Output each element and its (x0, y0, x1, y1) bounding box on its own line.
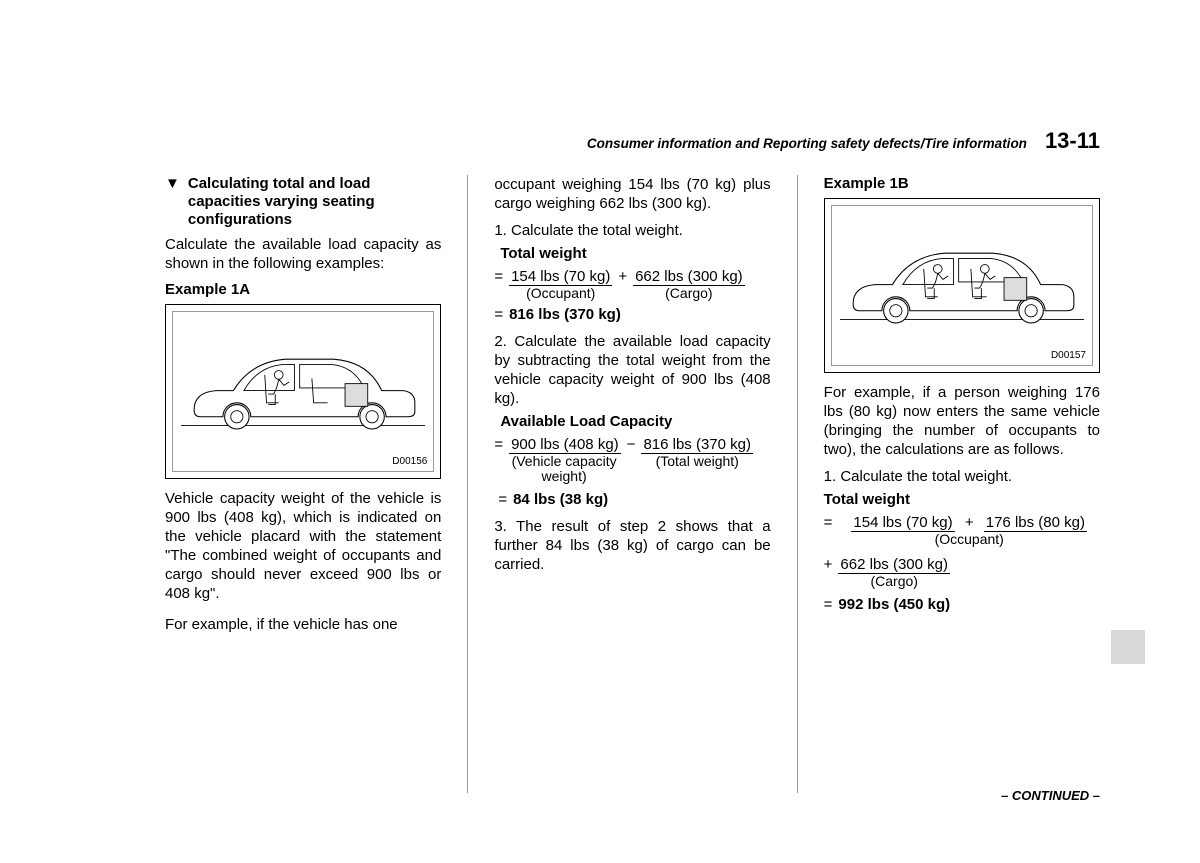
column-separator-1 (467, 175, 468, 793)
tw-occupant-lbl: (Occupant) (509, 286, 612, 301)
col2-total-weight-label: Total weight (494, 244, 770, 263)
figure-1b-code: D00157 (1051, 350, 1086, 361)
c3-tw-result-eq: = (824, 595, 833, 614)
page: Consumer information and Reporting safet… (0, 0, 1200, 863)
c3-tw-c: 662 lbs (300 kg) (838, 556, 950, 574)
alc-minus: − (627, 435, 636, 454)
c3-tw-ab-lbl: (Occupant) (838, 532, 1100, 547)
tw-occupant-val: 154 lbs (70 kg) (509, 268, 612, 286)
alc-total-lbl: (Total weight) (641, 454, 753, 469)
c3-tw-eq: = (824, 513, 833, 532)
tw-plus: + (618, 267, 627, 286)
column-separator-2 (797, 175, 798, 793)
col2-step2: 2. Calculate the available load capacity… (494, 332, 770, 408)
tw-result-eq: = (494, 305, 503, 324)
section-title: Calculating total and load capacities va… (188, 175, 441, 229)
alc-eq: = (494, 435, 503, 454)
side-tab (1111, 630, 1145, 664)
col2-alc-calc: = 900 lbs (408 kg) (Vehicle capacity wei… (494, 435, 770, 509)
c3-tw-plus1: + (959, 514, 980, 531)
alc-total-val: 816 lbs (370 kg) (641, 436, 753, 454)
example-1a-label: Example 1A (165, 281, 441, 298)
col2-continuation: occupant weighing 154 lbs (70 kg) plus c… (494, 175, 770, 213)
figure-1b-inner: D00157 (831, 205, 1093, 366)
example-1b-label: Example 1B (824, 175, 1100, 192)
c3-tw-c-lbl: (Cargo) (838, 574, 950, 589)
header-page-number: 13-11 (1045, 128, 1100, 154)
col2-total-weight-calc: = 154 lbs (70 kg) (Occupant) + 662 lbs (… (494, 267, 770, 324)
figure-1b: D00157 (824, 198, 1100, 373)
column-2: occupant weighing 154 lbs (70 kg) plus c… (494, 175, 770, 793)
header-section-title: Consumer information and Reporting safet… (587, 136, 1027, 151)
column-1: ▼ Calculating total and load capacities … (165, 175, 441, 793)
col1-para1: Vehicle capacity weight of the vehicle i… (165, 489, 441, 603)
col3-total-weight-label: Total weight (824, 490, 1100, 509)
col3-para: For example, if a person weighing 176 lb… (824, 383, 1100, 459)
col2-alc-label: Available Load Capacity (494, 412, 770, 431)
alc-result-eq: = (498, 490, 507, 509)
c3-tw-a: 154 lbs (70 kg) (851, 514, 954, 532)
alc-vehicle-lbl: (Vehicle capacity weight) (509, 454, 619, 484)
c3-tw-result: 992 lbs (450 kg) (838, 595, 950, 614)
car-illustration-1b (840, 234, 1084, 330)
tw-cargo-val: 662 lbs (300 kg) (633, 268, 745, 286)
columns: ▼ Calculating total and load capacities … (165, 175, 1100, 793)
tw-eq: = (494, 267, 503, 286)
tw-result: 816 lbs (370 kg) (509, 305, 621, 324)
triangle-bullet-icon: ▼ (165, 175, 180, 229)
alc-vehicle-val: 900 lbs (408 kg) (509, 436, 621, 454)
figure-1a-inner: D00156 (172, 311, 434, 472)
figure-1a: D00156 (165, 304, 441, 479)
figure-1a-code: D00156 (392, 456, 427, 467)
section-heading: ▼ Calculating total and load capacities … (165, 175, 441, 229)
c3-tw-plus2: + (824, 555, 833, 574)
col1-para2: For example, if the vehicle has one (165, 615, 441, 634)
tw-cargo-lbl: (Cargo) (633, 286, 745, 301)
col3-step1: 1. Calculate the total weight. (824, 467, 1100, 486)
intro-paragraph: Calculate the available load capacity as… (165, 235, 441, 273)
alc-result: 84 lbs (38 kg) (513, 490, 608, 509)
car-illustration-1a (181, 340, 425, 436)
column-3: Example 1B (824, 175, 1100, 793)
col2-step3: 3. The result of step 2 shows that a fur… (494, 517, 770, 574)
page-header: Consumer information and Reporting safet… (160, 128, 1100, 154)
continued-label: – CONTINUED – (1001, 788, 1100, 803)
col3-total-weight-calc: = 154 lbs (70 kg) + 176 lbs (80 kg) (Occ… (824, 513, 1100, 614)
col2-step1: 1. Calculate the total weight. (494, 221, 770, 240)
c3-tw-b: 176 lbs (80 kg) (984, 514, 1087, 532)
